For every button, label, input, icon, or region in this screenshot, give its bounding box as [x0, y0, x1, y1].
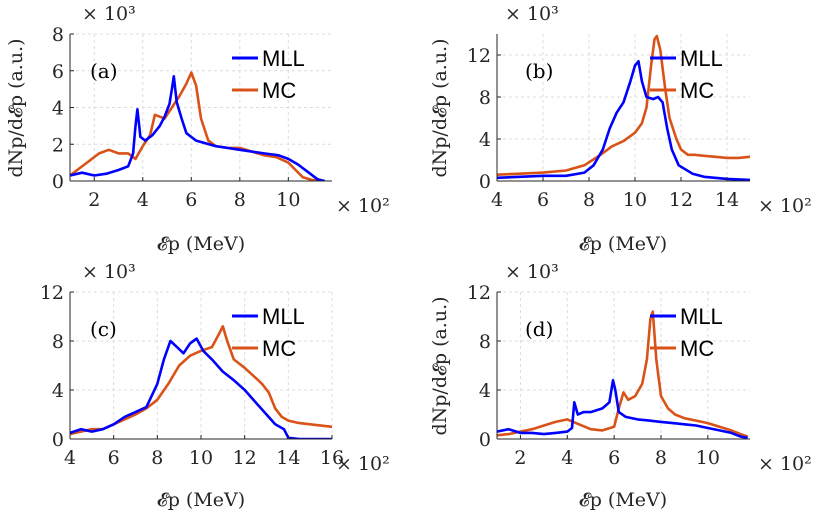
panel-d-series-mc	[497, 310, 749, 438]
panel-c-ytick-label: 0	[52, 429, 64, 451]
panel-d-xtick-label: 2	[514, 447, 526, 469]
panel-c-ytick-label: 8	[52, 331, 64, 353]
panel-d-ytick-label: 8	[479, 331, 491, 353]
panel-d-ytick-label: 12	[467, 282, 491, 304]
panel-d-xtick-label: 6	[608, 447, 620, 469]
panel-a-legend-label-mc: MC	[262, 78, 296, 103]
panel-c-legend: MLL MC	[232, 304, 305, 361]
panel-d-y-multiplier: × 10³	[505, 261, 559, 283]
panel-b-xtick-label: 8	[583, 189, 595, 211]
panel-c-xlabel: 𝓔p (MeV)	[157, 489, 245, 511]
panel-b-legend: MLL MC	[650, 46, 723, 103]
panel-c-xtick-label: 8	[151, 447, 163, 469]
panel-a-label: (a)	[90, 59, 118, 83]
panel-b-series-mc	[497, 34, 750, 176]
panel-b-ylabel: dNp/d𝓔p (a.u.)	[429, 38, 451, 177]
panel-c-xtick-label: 10	[189, 447, 213, 469]
panel-a-ytick-label: 0	[52, 171, 64, 193]
panel-b-y-multiplier: × 10³	[505, 3, 559, 25]
panel-b-xtick-label: 14	[715, 189, 739, 211]
panel-d: 2 4 6 8 10 0 4 8 12 × 10³ × 10² (d) 𝓔p (MeV) dNp…	[429, 261, 812, 511]
panel-c-xtick-label: 12	[233, 447, 257, 469]
panel-c-ytick-label: 12	[40, 282, 64, 304]
panel-d-series	[497, 310, 749, 439]
panel-a: 2 4 6 8 10 0 2 4 6 8 × 10³ × 10² (a) 𝓔p (MeV) dNp…	[5, 3, 390, 255]
panel-d-series-mll	[497, 378, 748, 439]
panel-b-ytick-label: 8	[479, 87, 491, 109]
panel-a-ytick-label: 6	[52, 61, 64, 83]
panel-c-xtick-label: 16	[320, 447, 344, 469]
panel-c-y-multiplier: × 10³	[82, 261, 136, 283]
panel-a-ticks: 2 4 6 8 10 0 2 4 6 8	[52, 24, 301, 211]
panel-c-legend-label-mc: MC	[262, 336, 296, 361]
panel-b-xtick-label: 6	[537, 189, 549, 211]
panel-a-legend: MLL MC	[232, 46, 305, 103]
panel-d-label: (d)	[525, 317, 553, 341]
panel-b-x-multiplier: × 10²	[758, 195, 812, 217]
panel-b-xtick-label: 12	[669, 189, 693, 211]
panel-b-series-mll	[497, 60, 750, 181]
panel-c-grid	[69, 291, 333, 440]
panel-b-legend-label-mll: MLL	[680, 46, 723, 71]
panel-a-ytick-label: 2	[52, 134, 64, 156]
panel-a-xtick-label: 8	[234, 189, 246, 211]
panel-a-series-mll	[70, 75, 326, 181]
panel-c-xtick-label: 14	[276, 447, 300, 469]
panel-d-ylabel: dNp/d𝓔p (a.u.)	[429, 296, 451, 435]
panel-a-ylabel: dNp/d𝓔p (a.u.)	[5, 38, 27, 177]
panel-b-ytick-label: 12	[467, 45, 491, 67]
panel-a-xtick-label: 2	[88, 189, 100, 211]
panel-a-xtick-label: 4	[137, 189, 149, 211]
panel-a-legend-label-mll: MLL	[262, 46, 305, 71]
panel-b-ytick-label: 4	[479, 129, 491, 151]
panel-d-xtick-label: 8	[655, 447, 667, 469]
panel-d-xtick-label: 4	[561, 447, 573, 469]
panel-a-xtick-label: 6	[185, 189, 197, 211]
panel-a-y-multiplier: × 10³	[82, 3, 136, 25]
panel-a-ytick-label: 8	[52, 24, 64, 46]
panel-d-ytick-label: 0	[479, 429, 491, 451]
panel-b-xlabel: 𝓔p (MeV)	[579, 233, 667, 255]
panel-d-x-multiplier: × 10²	[758, 453, 812, 475]
panel-a-xtick-label: 10	[276, 189, 300, 211]
panel-d-ytick-label: 4	[479, 380, 491, 402]
panel-d-xtick-label: 10	[696, 447, 720, 469]
panel-b-ytick-label: 0	[479, 171, 491, 193]
panel-c-series-mll	[70, 337, 332, 439]
panel-b-xtick-label: 10	[623, 189, 647, 211]
panel-b-axes	[496, 34, 750, 182]
panel-a-series-mc	[70, 71, 325, 181]
panel-c-label: (c)	[90, 317, 117, 341]
panel-c-ytick-label: 4	[52, 380, 64, 402]
panel-c-legend-label-mll: MLL	[262, 304, 305, 329]
panel-d-legend-label-mc: MC	[680, 336, 714, 361]
panel-b-xtick-label: 4	[491, 189, 503, 211]
panel-c-x-multiplier: × 10²	[336, 453, 390, 475]
panel-b-series	[497, 34, 750, 181]
panel-d-ticks: 2 4 6 8 10 0 4 8 12	[467, 282, 720, 469]
panel-c-series	[70, 325, 332, 439]
panel-b-label: (b)	[525, 59, 553, 83]
panel-c-xtick-label: 6	[108, 447, 120, 469]
panel-a-x-multiplier: × 10²	[336, 195, 390, 217]
panel-d-legend: MLL MC	[650, 304, 723, 361]
panel-a-ytick-label: 4	[52, 98, 64, 120]
panel-d-xlabel: 𝓔p (MeV)	[579, 489, 667, 511]
panel-a-series	[70, 71, 326, 181]
panel-a-xlabel: 𝓔p (MeV)	[157, 233, 245, 255]
panel-b-legend-label-mc: MC	[680, 78, 714, 103]
panel-d-legend-label-mll: MLL	[680, 304, 723, 329]
panel-c-xtick-label: 4	[64, 447, 76, 469]
